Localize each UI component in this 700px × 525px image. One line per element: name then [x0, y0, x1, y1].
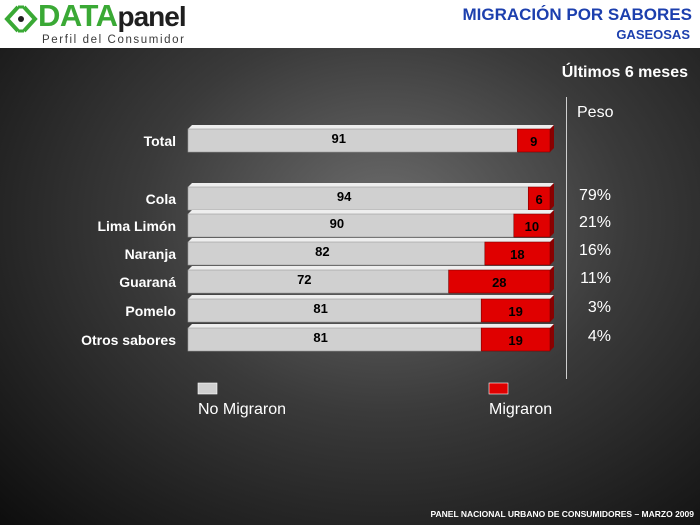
bar-no-migraron [187, 327, 482, 352]
footer-note: PANEL NACIONAL URBANO DE CONSUMIDORES – … [430, 509, 694, 519]
logo-wordmark: DATApanel [38, 0, 187, 34]
peso-value: 11% [580, 270, 611, 287]
logo-word-panel: panel [117, 1, 187, 32]
bar-migraron [513, 213, 551, 238]
bar-side-face [550, 210, 554, 237]
value-label-migraron: 9 [530, 134, 537, 149]
bar-top-face [188, 210, 554, 214]
datapanel-logo: DATApanel Perfil del Consumidor [4, 0, 214, 46]
bar-side-face [550, 324, 554, 351]
value-label-no-migraron: 81 [313, 330, 327, 345]
value-label-no-migraron: 90 [330, 216, 344, 231]
value-label-no-migraron: 82 [315, 244, 329, 259]
peso-value: 16% [579, 242, 611, 259]
peso-header: Peso [577, 104, 614, 121]
value-label-no-migraron: 91 [331, 131, 345, 146]
category-label: Total [144, 133, 176, 149]
value-label-migraron: 6 [536, 192, 543, 207]
page-title: MIGRACIÓN POR SABORES [462, 5, 692, 24]
page-subtitle: GASEOSAS [616, 27, 690, 42]
peso-divider [566, 97, 567, 379]
legend-swatch [197, 382, 218, 395]
bar-top-face [188, 125, 554, 129]
legend-swatch [488, 382, 509, 395]
peso-value: 21% [579, 214, 611, 231]
bar-migraron [517, 128, 551, 153]
bar-side-face [550, 125, 554, 152]
bar-side-face [550, 183, 554, 210]
value-label-no-migraron: 72 [297, 272, 311, 287]
value-label-no-migraron: 94 [337, 189, 352, 204]
bar-migraron [484, 241, 551, 266]
bar-no-migraron [187, 241, 486, 266]
bar-no-migraron [187, 186, 529, 211]
logo-word-data: DATA [38, 0, 118, 33]
value-label-migraron: 10 [525, 219, 539, 234]
peso-value: 3% [588, 299, 611, 316]
logo-chevrons-icon [4, 5, 38, 33]
bar-side-face [550, 295, 554, 322]
bar-side-face [550, 266, 554, 293]
bar-migraron [480, 298, 551, 323]
value-label-migraron: 19 [508, 304, 522, 319]
bar-side-face [550, 238, 554, 265]
category-label: Otros sabores [81, 332, 176, 348]
category-label: Naranja [125, 246, 177, 262]
value-label-no-migraron: 81 [313, 301, 327, 316]
category-label: Cola [146, 191, 177, 207]
bar-migraron [448, 269, 551, 294]
legend-label: No Migraron [198, 401, 286, 418]
bar-top-face [188, 183, 554, 187]
bar-no-migraron [187, 213, 515, 238]
legend-label: Migraron [489, 401, 552, 418]
bar-top-face [188, 324, 554, 328]
category-label: Guaraná [119, 274, 176, 290]
bar-no-migraron [187, 269, 449, 294]
value-label-migraron: 19 [508, 333, 522, 348]
bar-top-face [188, 238, 554, 242]
bar-migraron [480, 327, 551, 352]
bar-no-migraron [187, 128, 518, 153]
header-band: DATApanel Perfil del Consumidor MIGRACIÓ… [0, 0, 700, 48]
bar-no-migraron [187, 298, 482, 323]
bar-top-face [188, 295, 554, 299]
peso-value: 79% [579, 187, 611, 204]
category-label: Pomelo [125, 303, 176, 319]
bar-top-face [188, 266, 554, 270]
category-label: Lima Limón [97, 218, 176, 234]
value-label-migraron: 28 [492, 275, 506, 290]
period-label: Últimos 6 meses [561, 64, 688, 81]
logo-tagline: Perfil del Consumidor [42, 34, 186, 46]
value-label-migraron: 18 [510, 247, 524, 262]
peso-value: 4% [588, 328, 611, 345]
